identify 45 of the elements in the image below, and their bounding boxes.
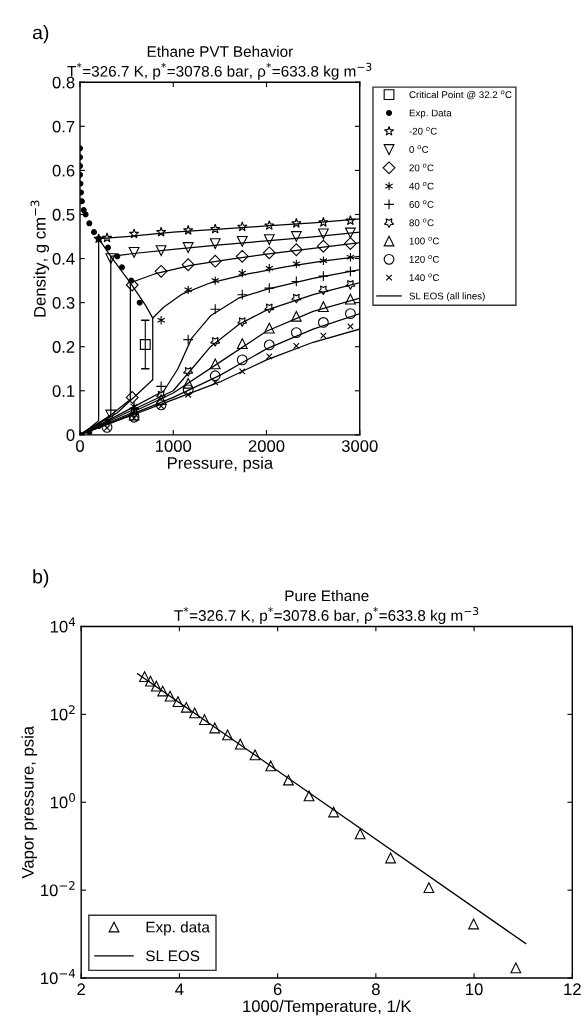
y-tick-label: 0.2	[52, 341, 75, 353]
legend-label: Exp. Data	[409, 109, 452, 119]
x-tick-label: 2000	[248, 440, 285, 452]
y-tick-label: 0.7	[52, 120, 75, 133]
x-axis-title: 1000/Temperature, 1/K	[243, 999, 412, 1016]
y-tick-label: 0.5	[52, 208, 75, 221]
x-tick-label: 0	[76, 440, 84, 452]
legend-label: -20 $^{o}$C	[409, 127, 437, 135]
x-tick-label: 12	[564, 983, 581, 995]
x-tick-label: 2	[77, 983, 85, 995]
chart-title: Ethane PVT Behavior	[147, 45, 293, 57]
y-tick-label: 10$^{0}$	[50, 793, 75, 809]
y-tick-label: 10$^{−4}$	[41, 969, 76, 985]
legend-label: 120 $^{o}$C	[409, 255, 440, 263]
legend-label: Critical Point @ 32.2 $^{o}$C	[409, 90, 512, 100]
y-tick-label: 0.1	[52, 385, 75, 397]
legend-label: 0 $^{o}$C	[409, 145, 429, 153]
x-axis-title: Pressure, psia	[167, 456, 274, 473]
chart-subtitle: T$^{*}$=326.7 K, p$^{*}$=3078.6 bar, ρ$^{*}$=633.8 kg m$^{−3}$	[174, 607, 479, 624]
legend-label: Exp. data	[146, 921, 210, 936]
y-tick-label: 10$^{4}$	[50, 617, 76, 633]
y-axis-title: Density, g cm$^{−3}$	[30, 200, 50, 317]
y-tick-label: 10$^{2}$	[50, 705, 75, 721]
x-tick-label: 4	[175, 983, 184, 995]
legend-label: 60 $^{o}$C	[409, 200, 434, 208]
text: b)	[33, 569, 49, 588]
x-tick-label: 8	[371, 983, 380, 996]
x-tick-label: 1000	[155, 440, 192, 452]
chart-title: Pure Ethane	[285, 589, 369, 602]
y-tick-label: 10$^{−2}$	[41, 881, 75, 897]
legend-label: 100 $^{o}$C	[409, 236, 440, 245]
x-tick-label: 3000	[341, 440, 378, 452]
x-tick-label: 10	[466, 983, 483, 996]
y-tick-label: 0.4	[52, 252, 75, 265]
legend-label: SL EOS (all lines)	[409, 292, 485, 302]
legend-label: 20 $^{o}$C	[409, 163, 434, 172]
text: a)	[32, 25, 49, 44]
legend-label: 140 $^{o}$C	[409, 273, 440, 282]
y-axis-title: Vapor pressure, psia	[21, 725, 38, 879]
legend-label: SL EOS	[146, 950, 200, 962]
x-tick-label: 6	[273, 983, 282, 996]
y-tick-label: 0	[66, 429, 75, 442]
legend-label: 80 $^{o}$C	[409, 218, 434, 227]
y-tick-label: 0.3	[52, 297, 75, 309]
y-tick-label: 0.6	[52, 164, 75, 177]
